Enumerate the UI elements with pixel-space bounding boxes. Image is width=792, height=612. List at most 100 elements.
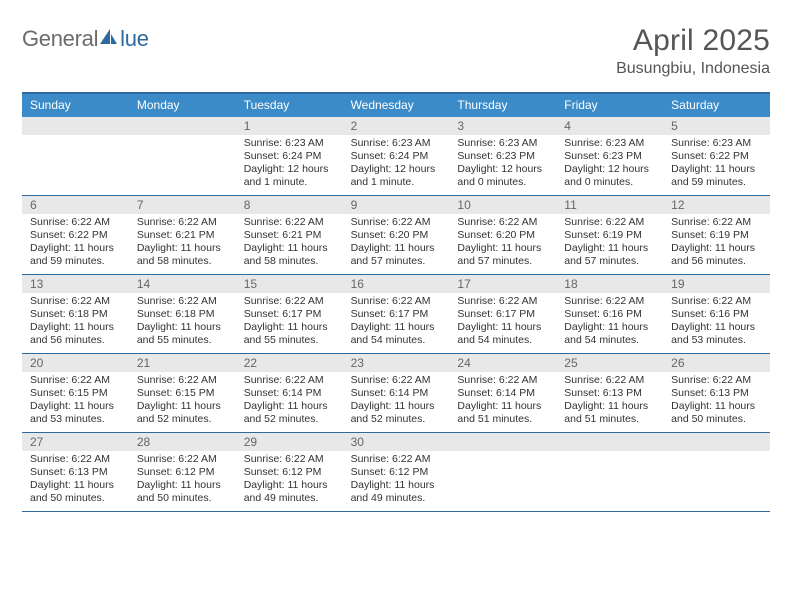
dayname-wednesday: Wednesday xyxy=(343,94,450,117)
day-cell xyxy=(663,433,770,511)
dayname-monday: Monday xyxy=(129,94,236,117)
day-number xyxy=(663,433,770,451)
sunset-text: Sunset: 6:13 PM xyxy=(30,466,121,479)
day-body: Sunrise: 6:22 AMSunset: 6:20 PMDaylight:… xyxy=(449,214,556,274)
sunset-text: Sunset: 6:24 PM xyxy=(351,150,442,163)
day-body: Sunrise: 6:22 AMSunset: 6:14 PMDaylight:… xyxy=(236,372,343,432)
daylight-text: Daylight: 11 hours and 57 minutes. xyxy=(564,242,655,268)
sunset-text: Sunset: 6:20 PM xyxy=(457,229,548,242)
sunrise-text: Sunrise: 6:22 AM xyxy=(244,216,335,229)
day-number: 30 xyxy=(343,433,450,451)
sunset-text: Sunset: 6:22 PM xyxy=(30,229,121,242)
weeks-container: 1Sunrise: 6:23 AMSunset: 6:24 PMDaylight… xyxy=(22,117,770,512)
daylight-text: Daylight: 11 hours and 50 minutes. xyxy=(671,400,762,426)
day-cell: 19Sunrise: 6:22 AMSunset: 6:16 PMDayligh… xyxy=(663,275,770,353)
sunset-text: Sunset: 6:18 PM xyxy=(30,308,121,321)
day-number: 22 xyxy=(236,354,343,372)
daylight-text: Daylight: 11 hours and 52 minutes. xyxy=(244,400,335,426)
sunset-text: Sunset: 6:23 PM xyxy=(564,150,655,163)
sunrise-text: Sunrise: 6:22 AM xyxy=(244,295,335,308)
day-cell: 8Sunrise: 6:22 AMSunset: 6:21 PMDaylight… xyxy=(236,196,343,274)
day-body xyxy=(663,451,770,499)
day-body xyxy=(129,135,236,183)
sunrise-text: Sunrise: 6:22 AM xyxy=(564,374,655,387)
day-cell: 26Sunrise: 6:22 AMSunset: 6:13 PMDayligh… xyxy=(663,354,770,432)
day-cell: 9Sunrise: 6:22 AMSunset: 6:20 PMDaylight… xyxy=(343,196,450,274)
location-label: Busungbiu, Indonesia xyxy=(616,60,770,78)
day-cell: 10Sunrise: 6:22 AMSunset: 6:20 PMDayligh… xyxy=(449,196,556,274)
day-cell: 7Sunrise: 6:22 AMSunset: 6:21 PMDaylight… xyxy=(129,196,236,274)
sunrise-text: Sunrise: 6:22 AM xyxy=(671,374,762,387)
daylight-text: Daylight: 11 hours and 54 minutes. xyxy=(351,321,442,347)
daylight-text: Daylight: 11 hours and 57 minutes. xyxy=(457,242,548,268)
day-number: 10 xyxy=(449,196,556,214)
day-body: Sunrise: 6:22 AMSunset: 6:17 PMDaylight:… xyxy=(449,293,556,353)
daylight-text: Daylight: 11 hours and 59 minutes. xyxy=(30,242,121,268)
sunset-text: Sunset: 6:14 PM xyxy=(244,387,335,400)
daylight-text: Daylight: 12 hours and 0 minutes. xyxy=(564,163,655,189)
sunrise-text: Sunrise: 6:22 AM xyxy=(351,374,442,387)
week-row: 20 Sunrise: 6:22 AM Sunset: 6:15 PM Dayligh… xyxy=(22,354,770,433)
sunset-text: Sunset: 6:21 PM xyxy=(137,229,228,242)
day-cell: 12Sunrise: 6:22 AMSunset: 6:19 PMDayligh… xyxy=(663,196,770,274)
day-number xyxy=(129,117,236,135)
sunset-text: Sunset: 6:15 PM xyxy=(137,387,228,400)
sunset-text: Sunset: 6:20 PM xyxy=(351,229,442,242)
daylight-text: Daylight: 11 hours and 50 minutes. xyxy=(137,479,228,505)
week-row: 27Sunrise: 6:22 AMSunset: 6:13 PMDayligh… xyxy=(22,433,770,512)
daylight-text: Daylight: 11 hours and 50 minutes. xyxy=(30,479,121,505)
daylight-text: Daylight: 11 hours and 54 minutes. xyxy=(564,321,655,347)
day-body: Sunrise: 6:22 AMSunset: 6:13 PMDaylight:… xyxy=(22,451,129,511)
day-number: 6 xyxy=(22,196,129,214)
daylight-text: Daylight: 11 hours and 51 minutes. xyxy=(564,400,655,426)
day-number: 27 xyxy=(22,433,129,451)
day-number: 28 xyxy=(129,433,236,451)
sunset-text: Sunset: 6:19 PM xyxy=(564,229,655,242)
day-cell xyxy=(22,117,129,195)
sunrise-text: Sunrise: 6:22 AM xyxy=(30,216,121,229)
daylight-text: Daylight: 11 hours and 49 minutes. xyxy=(244,479,335,505)
logo-text-gray: General xyxy=(22,26,98,51)
sunset-text: Sunset: 6:17 PM xyxy=(457,308,548,321)
sunrise-text: Sunrise: 6:22 AM xyxy=(457,295,548,308)
logo-text: General lue xyxy=(22,26,149,52)
dayname-saturday: Saturday xyxy=(663,94,770,117)
sunset-text: Sunset: 6:15 PM xyxy=(30,387,121,400)
sunset-text: Sunset: 6:18 PM xyxy=(137,308,228,321)
daylight-text: Daylight: 11 hours and 55 minutes. xyxy=(244,321,335,347)
day-number: 17 xyxy=(449,275,556,293)
dayname-thursday: Thursday xyxy=(449,94,556,117)
day-cell: 29Sunrise: 6:22 AMSunset: 6:12 PMDayligh… xyxy=(236,433,343,511)
calendar-page: Generallue April 2025 Busungbiu, Indones… xyxy=(0,0,792,536)
sunset-text: Sunset: 6:16 PM xyxy=(671,308,762,321)
sunset-text: Sunset: 6:17 PM xyxy=(244,308,335,321)
day-cell: 17Sunrise: 6:22 AMSunset: 6:17 PMDayligh… xyxy=(449,275,556,353)
day-body: Sunrise: 6:22 AMSunset: 6:16 PMDaylight:… xyxy=(556,293,663,353)
day-cell xyxy=(449,433,556,511)
daylight-text: Daylight: 11 hours and 52 minutes. xyxy=(351,400,442,426)
sunrise-text: Sunrise: 6:23 AM xyxy=(671,137,762,150)
sunrise-text: Sunrise: 6:22 AM xyxy=(137,295,228,308)
day-cell: 23Sunrise: 6:22 AMSunset: 6:14 PMDayligh… xyxy=(343,354,450,432)
sunset-text: Sunset: 6:21 PM xyxy=(244,229,335,242)
sunset-text: Sunset: 6:14 PM xyxy=(351,387,442,400)
day-cell xyxy=(556,433,663,511)
sunrise-text: Sunrise: 6:23 AM xyxy=(457,137,548,150)
day-number: 3 xyxy=(449,117,556,135)
day-body: Sunrise: 6:22 AMSunset: 6:22 PMDaylight:… xyxy=(22,214,129,274)
sunrise-text: Sunrise: 6:22 AM xyxy=(564,216,655,229)
day-number: 20 xyxy=(22,354,129,372)
day-cell: 18Sunrise: 6:22 AMSunset: 6:16 PMDayligh… xyxy=(556,275,663,353)
day-body xyxy=(556,451,663,499)
sunrise-text: Sunrise: 6:22 AM xyxy=(671,295,762,308)
day-body: Sunrise: 6:22 AMSunset: 6:13 PMDaylight:… xyxy=(663,372,770,432)
logo-text-blue: lue xyxy=(120,26,148,51)
daylight-text: Daylight: 12 hours and 1 minute. xyxy=(244,163,335,189)
day-cell: 22Sunrise: 6:22 AMSunset: 6:14 PMDayligh… xyxy=(236,354,343,432)
sunset-text: Sunset: 6:14 PM xyxy=(457,387,548,400)
day-cell: 11Sunrise: 6:22 AMSunset: 6:19 PMDayligh… xyxy=(556,196,663,274)
day-number: 18 xyxy=(556,275,663,293)
day-number: 2 xyxy=(343,117,450,135)
daylight-text: Daylight: 11 hours and 49 minutes. xyxy=(351,479,442,505)
day-body: Sunrise: 6:23 AMSunset: 6:23 PMDaylight:… xyxy=(449,135,556,195)
